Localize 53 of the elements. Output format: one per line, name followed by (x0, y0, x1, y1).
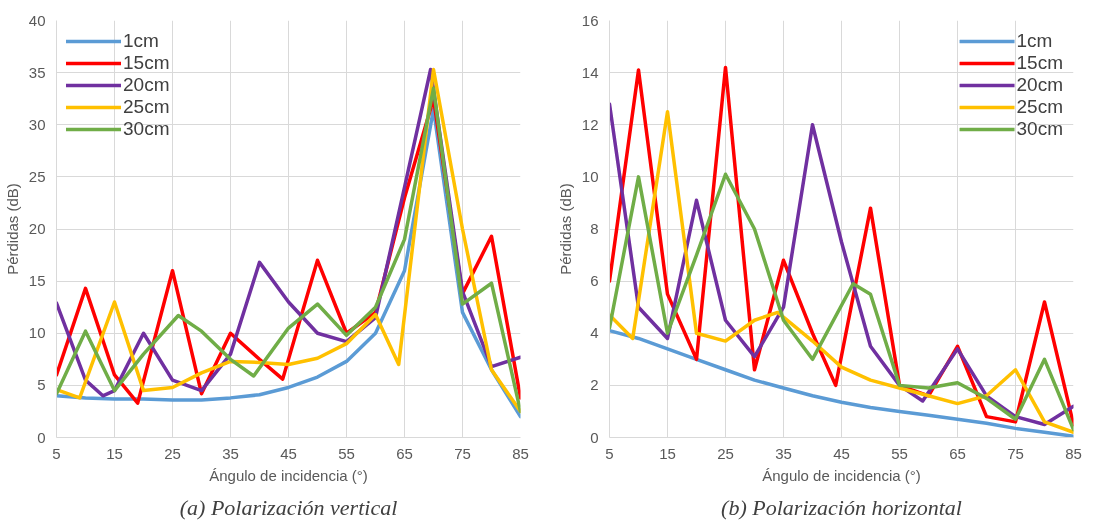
legend-label: 15cm (123, 52, 170, 74)
x-axis-title: Ángulo de incidencia (°) (209, 466, 368, 484)
legend-label: 25cm (1016, 96, 1063, 118)
x-tick-label: 45 (833, 444, 850, 462)
y-tick-label: 30 (28, 115, 46, 133)
x-tick-label: 25 (717, 444, 734, 462)
x-axis-title: Ángulo de incidencia (°) (762, 466, 921, 484)
legend-label: 1cm (123, 30, 159, 52)
y-tick-label: 10 (28, 324, 46, 342)
y-tick-label: 40 (28, 11, 46, 29)
text: (a) Polarización vertical (179, 494, 398, 520)
y-tick-label: 0 (590, 428, 599, 446)
legend-label: 15cm (1016, 52, 1063, 74)
y-tick-label: 10 (581, 167, 599, 185)
x-tick-label: 45 (280, 444, 297, 462)
y-tick-label: 5 (37, 376, 46, 394)
x-tick-label: 65 (949, 444, 966, 462)
x-tick-label: 55 (891, 444, 908, 462)
y-tick-label: 8 (590, 220, 599, 237)
y-tick-label: 14 (581, 63, 599, 81)
x-tick-label: 85 (1065, 444, 1082, 462)
legend-label: 30cm (1016, 118, 1063, 140)
x-tick-label: 5 (52, 444, 61, 462)
text: (b) Polarización horizontal (721, 494, 962, 520)
y-tick-label: 0 (37, 428, 46, 446)
legend-label: 25cm (123, 96, 170, 118)
y-tick-label: 4 (590, 324, 599, 342)
x-tick-label: 15 (659, 444, 676, 462)
x-tick-label: 35 (775, 444, 792, 462)
x-tick-label: 5 (605, 444, 614, 462)
y-tick-label: 12 (581, 115, 599, 133)
x-tick-label: 75 (454, 444, 471, 462)
y-axis-title: Pérdidas (dB) (556, 183, 574, 275)
y-tick-label: 6 (590, 272, 599, 290)
legend-label: 20cm (123, 74, 170, 96)
x-tick-label: 25 (164, 444, 181, 462)
x-tick-label: 35 (222, 444, 239, 462)
x-tick-label: 65 (396, 444, 413, 462)
y-axis-title: Pérdidas (dB) (3, 183, 21, 275)
x-tick-label: 55 (338, 444, 355, 462)
x-tick-label: 15 (106, 444, 123, 462)
legend-label: 1cm (1016, 30, 1053, 52)
legend-label: 20cm (1016, 74, 1063, 96)
x-tick-label: 75 (1007, 444, 1024, 462)
y-tick-label: 20 (28, 220, 46, 237)
y-tick-label: 35 (28, 63, 46, 81)
y-tick-label: 15 (28, 272, 46, 290)
x-tick-label: 85 (512, 444, 529, 462)
y-tick-label: 25 (28, 167, 46, 185)
y-tick-label: 16 (581, 11, 599, 29)
legend-label: 30cm (123, 118, 170, 140)
y-tick-label: 2 (590, 376, 599, 394)
line-series (609, 172, 1074, 432)
